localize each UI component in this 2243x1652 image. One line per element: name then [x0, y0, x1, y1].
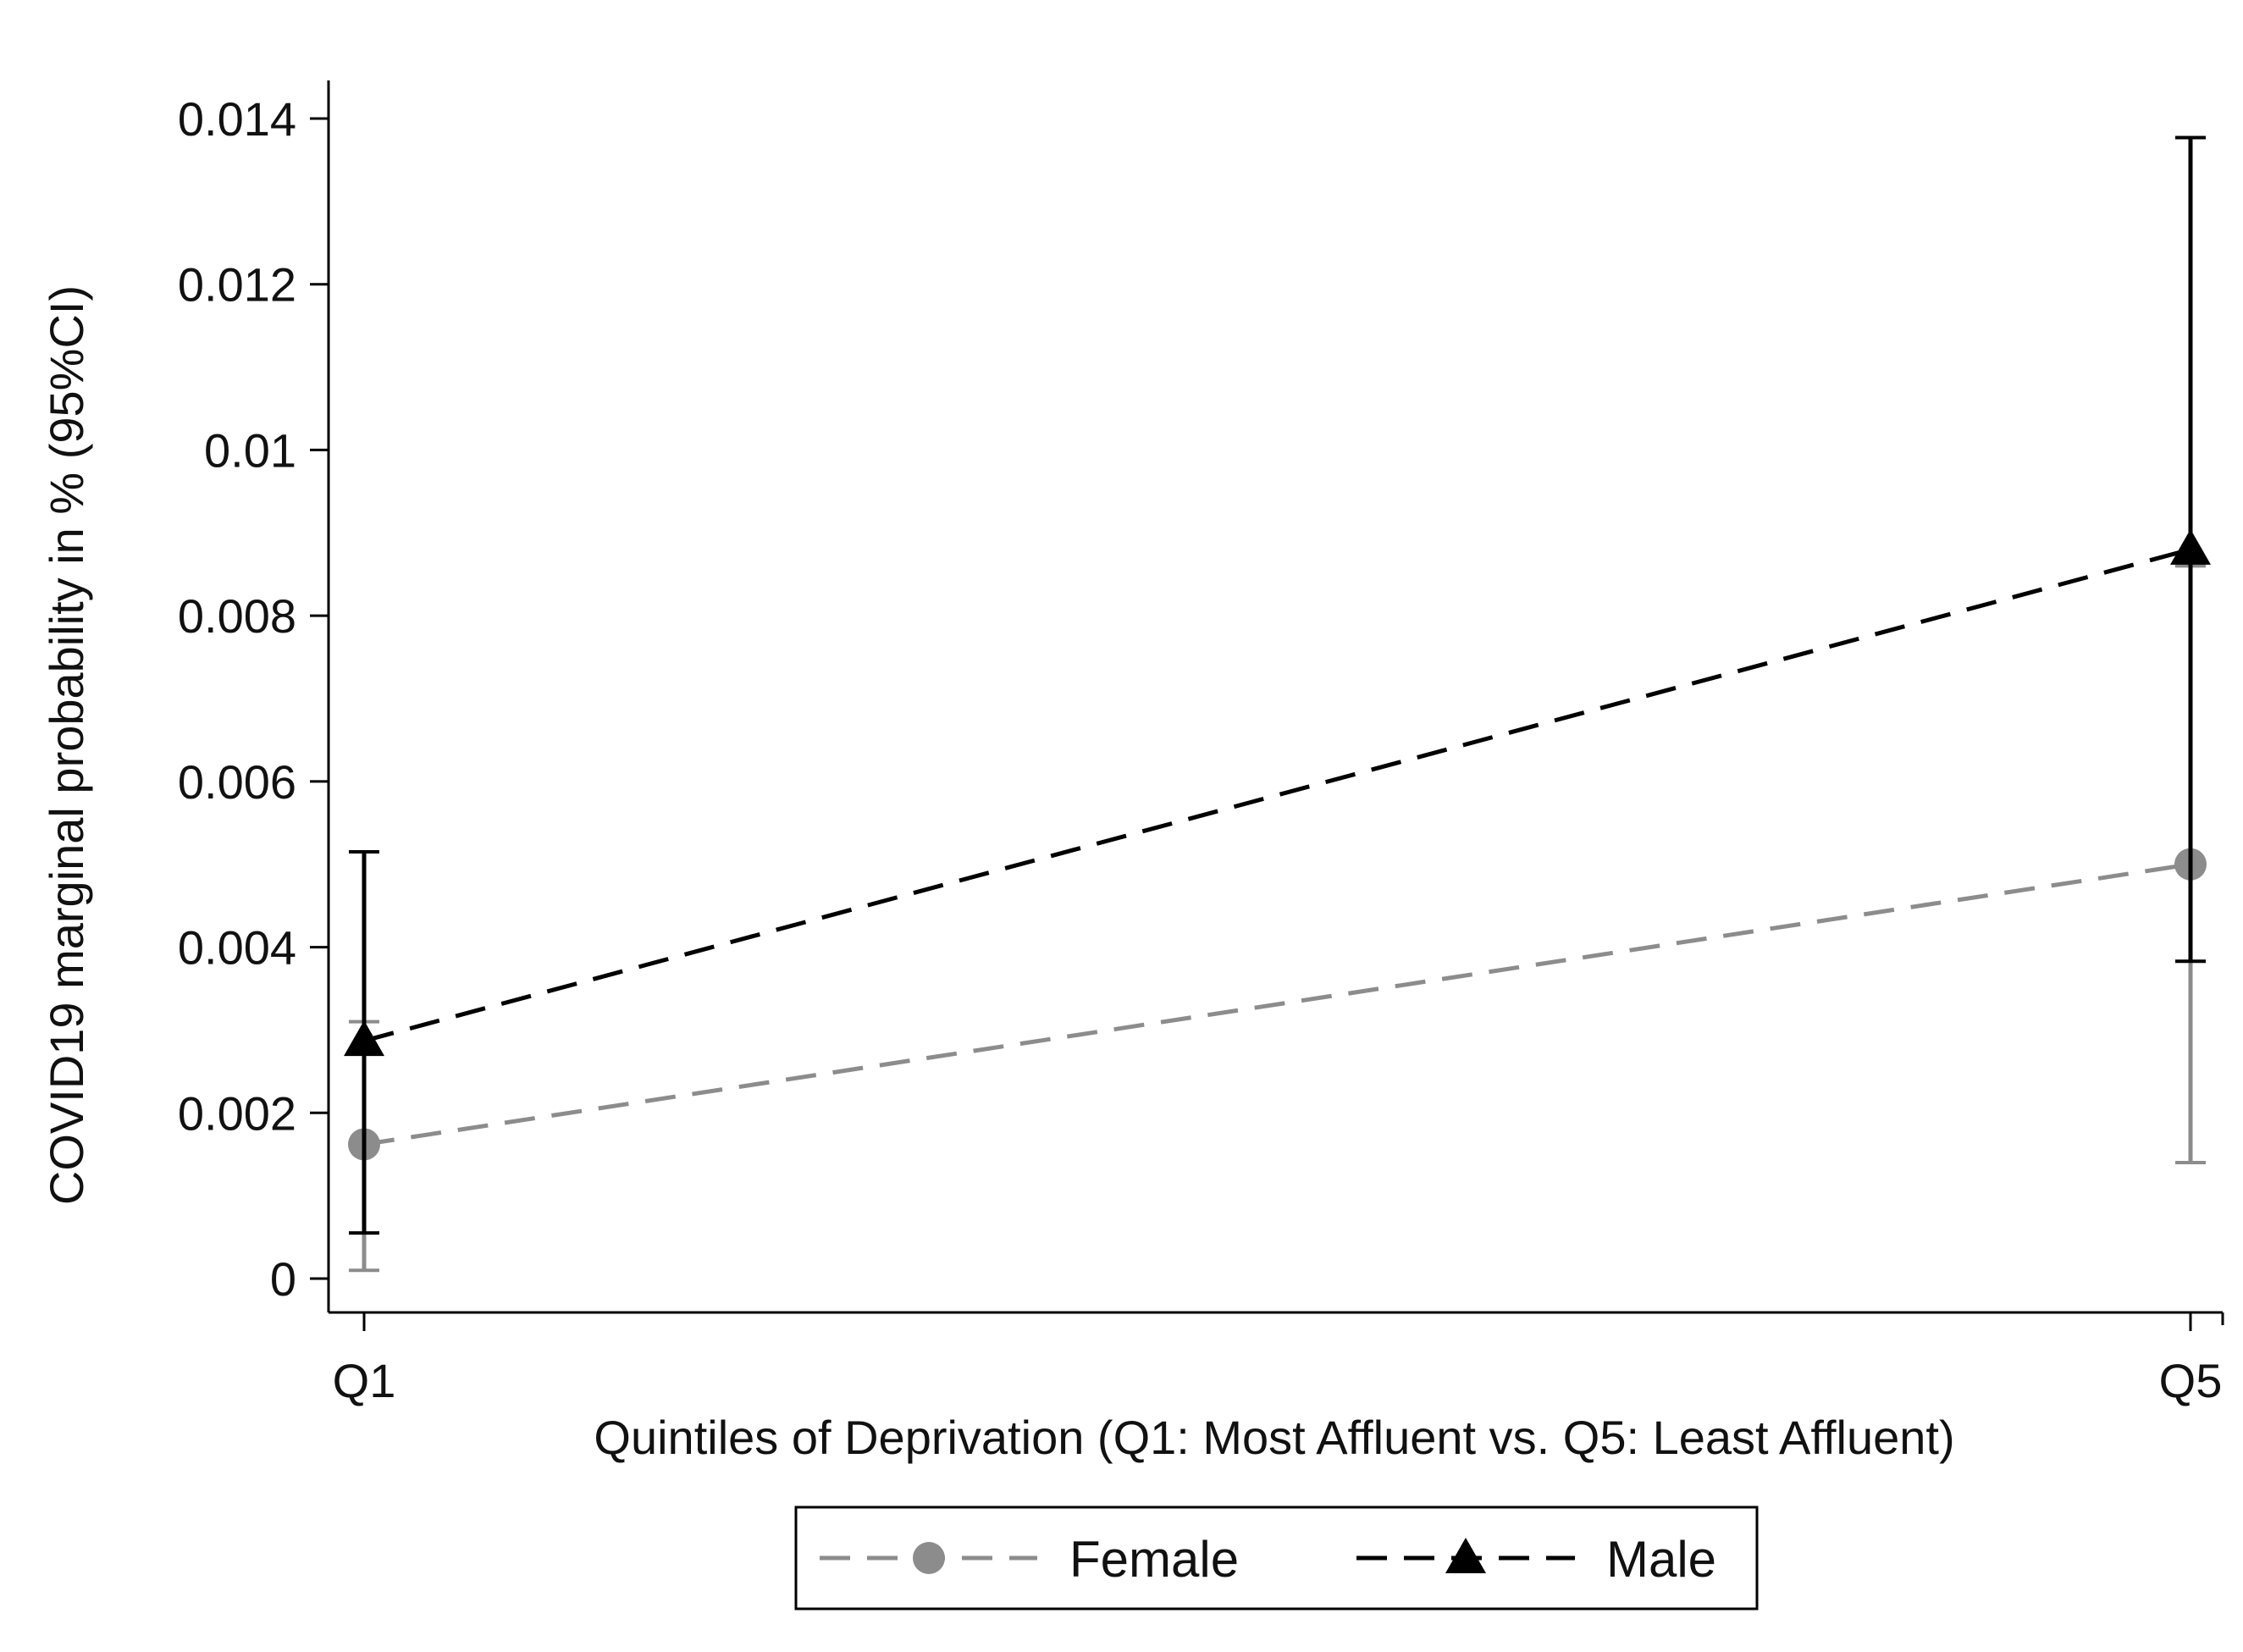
series-line-male — [363, 547, 2191, 1043]
series-male — [344, 135, 2211, 1235]
y-tick-label: 0.014 — [178, 92, 296, 146]
y-tick-label: 0.002 — [178, 1086, 296, 1140]
legend-marker-female — [913, 1542, 945, 1574]
series-layer — [344, 135, 2211, 1273]
legend-label-male: Male — [1606, 1531, 1716, 1588]
x-tick-label: Q5 — [2159, 1354, 2223, 1407]
x-axis-title: Quintiles of Deprivation (Q1: Most Afflu… — [594, 1411, 1954, 1464]
y-tick-label: 0.01 — [204, 423, 296, 477]
data-point-male — [344, 1020, 384, 1057]
y-tick-label: 0.008 — [178, 589, 296, 643]
x-tick-label: Q1 — [333, 1354, 396, 1407]
legend-label-female: Female — [1069, 1531, 1239, 1588]
x-axis-ticks: Q1 Q5 — [333, 1312, 2223, 1407]
y-axis-ticks: 0 0.002 0.004 0.006 0.008 0.01 0.012 0.014 — [178, 92, 329, 1306]
data-point-male — [2170, 528, 2211, 565]
legend-items — [820, 1538, 1575, 1574]
legend-marker-male — [1445, 1538, 1486, 1573]
y-axis-title: COVID19 marginal probability in % (95%CI… — [40, 285, 93, 1205]
legend: Female Male — [794, 1506, 1759, 1611]
y-tick-label: 0.012 — [178, 258, 296, 312]
y-tick-label: 0 — [270, 1252, 296, 1306]
legend-box — [794, 1506, 1759, 1611]
series-line-female — [363, 862, 2191, 1146]
y-tick-label: 0.006 — [178, 755, 296, 809]
y-tick-label: 0.004 — [178, 921, 296, 975]
